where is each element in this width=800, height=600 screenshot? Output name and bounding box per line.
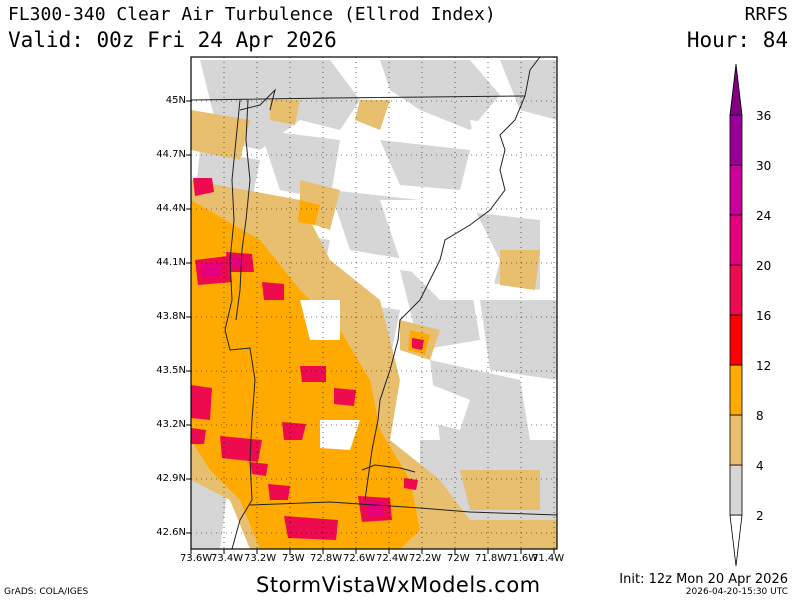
lon-label: 71.8W bbox=[475, 553, 508, 564]
colorbar-label: 12 bbox=[756, 359, 772, 373]
map-grid bbox=[190, 57, 557, 549]
init-time: Init: 12z Mon 20 Apr 2026 bbox=[619, 572, 788, 587]
lon-label: 71.4W bbox=[532, 553, 565, 564]
map-title: FL300-340 Clear Air Turbulence (Ellrod I… bbox=[8, 4, 496, 25]
state-borders bbox=[191, 57, 557, 549]
colorbar bbox=[729, 63, 743, 567]
colorbar-label: 30 bbox=[756, 159, 772, 173]
axis-ticks bbox=[186, 100, 555, 554]
generated-timestamp: 2026-04-20-15:30 UTC bbox=[685, 587, 788, 597]
colorbar-swatch-4 bbox=[729, 414, 743, 466]
lat-label: 42.6N bbox=[156, 527, 186, 538]
forecast-hour: Hour: 84 bbox=[686, 28, 788, 52]
colorbar-label: 36 bbox=[756, 109, 772, 123]
colorbar-label: 24 bbox=[756, 209, 772, 223]
lon-label: 73.2W bbox=[244, 553, 277, 564]
colorbar-label: 8 bbox=[756, 409, 764, 423]
colorbar-arrow-low bbox=[729, 514, 743, 567]
colorbar-swatch-16 bbox=[729, 264, 743, 316]
lon-label: 72.8W bbox=[310, 553, 343, 564]
lon-label: 72.6W bbox=[343, 553, 376, 564]
lon-label: 71.6W bbox=[506, 553, 539, 564]
lat-label: 43.8N bbox=[156, 311, 186, 322]
lat-label: 43.5N bbox=[156, 365, 186, 376]
colorbar-label: 20 bbox=[756, 259, 772, 273]
site-name[interactable]: StormVistaWxModels.com bbox=[256, 573, 541, 597]
turbulence-field bbox=[191, 60, 557, 549]
lat-label: 44.7N bbox=[156, 149, 186, 160]
colorbar-swatch-24 bbox=[729, 164, 743, 216]
colorbar-swatch-20 bbox=[729, 214, 743, 266]
valid-time: Valid: 00z Fri 24 Apr 2026 bbox=[8, 28, 337, 52]
colorbar-swatch-12 bbox=[729, 314, 743, 366]
lat-label: 43.2N bbox=[156, 419, 186, 430]
lon-label: 72.2W bbox=[409, 553, 442, 564]
colorbar-label: 4 bbox=[756, 459, 764, 473]
colorbar-swatch-8 bbox=[729, 364, 743, 416]
lon-label: 72W bbox=[447, 553, 470, 564]
lon-label: 72.4W bbox=[376, 553, 409, 564]
colorbar-label: 2 bbox=[756, 509, 764, 523]
colorbar-swatch-2 bbox=[729, 464, 743, 516]
model-name: RRFS bbox=[744, 4, 788, 25]
colorbar-arrow-high bbox=[729, 63, 743, 116]
lat-label: 44.4N bbox=[156, 203, 186, 214]
map-frame bbox=[190, 56, 558, 550]
colorbar-label: 16 bbox=[756, 309, 772, 323]
lat-label: 45N bbox=[165, 95, 186, 106]
grads-credit: GrADS: COLA/IGES bbox=[4, 587, 89, 597]
lon-label: 73.4W bbox=[211, 553, 244, 564]
colorbar-swatch-30 bbox=[729, 114, 743, 166]
lon-label: 73.6W bbox=[180, 553, 213, 564]
lat-label: 44.1N bbox=[156, 257, 186, 268]
lon-label: 73W bbox=[282, 553, 305, 564]
lat-label: 42.9N bbox=[156, 473, 186, 484]
